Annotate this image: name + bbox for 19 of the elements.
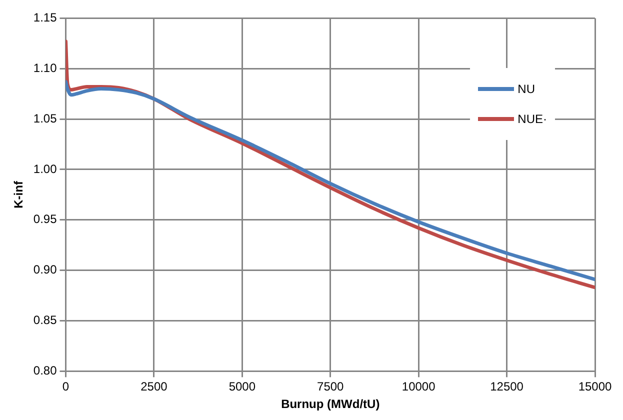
x-tick-label: 12500 <box>490 380 524 394</box>
y-tick-label: 1.10 <box>33 60 58 75</box>
x-axis-title: Burnup (MWd/tU) <box>281 397 380 412</box>
y-tick-label: 1.15 <box>33 10 58 25</box>
x-tick-label: 10000 <box>402 380 436 394</box>
x-tick-label: 15000 <box>578 380 612 394</box>
x-tick-label: 7500 <box>317 380 344 394</box>
legend-label: NU <box>518 82 535 96</box>
y-tick-label: 1.00 <box>33 162 58 176</box>
y-tick-label: 0.85 <box>33 313 58 328</box>
y-tick-label: 0.90 <box>33 262 58 277</box>
y-axis-title: K-inf <box>12 180 26 208</box>
y-tick-label: 0.80 <box>33 364 58 378</box>
y-tick-label: 1.05 <box>33 111 58 126</box>
x-tick-label: 2500 <box>140 380 168 394</box>
y-tick-label: 0.95 <box>33 212 58 226</box>
x-tick-label: 0 <box>62 380 70 394</box>
x-tick-label: 5000 <box>228 380 256 394</box>
legend-label: NUE· <box>518 112 547 126</box>
